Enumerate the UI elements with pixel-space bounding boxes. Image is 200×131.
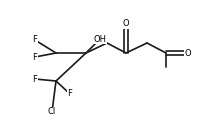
- Text: F: F: [33, 53, 37, 61]
- Text: OH: OH: [94, 34, 106, 43]
- Text: F: F: [33, 75, 37, 83]
- Text: F: F: [68, 89, 72, 99]
- Text: O: O: [185, 48, 191, 58]
- Text: F: F: [33, 36, 37, 45]
- Text: Cl: Cl: [48, 108, 56, 116]
- Text: O: O: [123, 20, 129, 29]
